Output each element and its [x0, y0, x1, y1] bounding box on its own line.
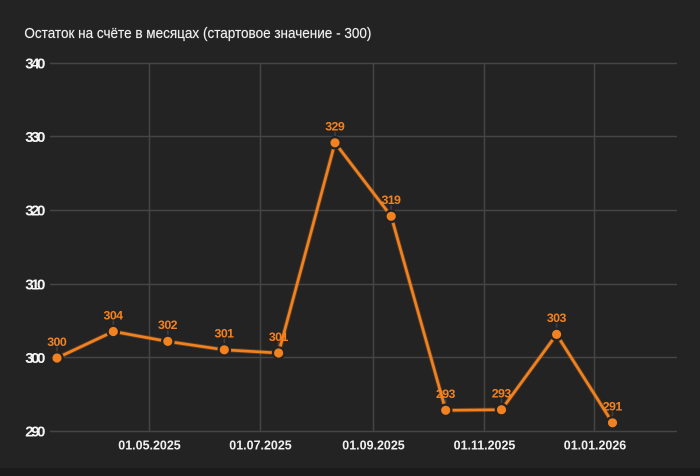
svg-text:319: 319	[381, 193, 401, 207]
svg-text:304: 304	[104, 308, 124, 322]
svg-text:301: 301	[269, 330, 289, 344]
svg-text:01.11.2025: 01.11.2025	[454, 439, 516, 453]
svg-text:01.07.2025: 01.07.2025	[229, 439, 291, 453]
svg-text:Остаток на счёте в месяцах (ст: Остаток на счёте в месяцах (стартовое зн…	[24, 25, 371, 42]
svg-text:01.09.2025: 01.09.2025	[342, 439, 404, 453]
svg-text:330: 330	[25, 129, 45, 146]
svg-text:293: 293	[436, 387, 456, 401]
svg-text:01.01.2026: 01.01.2026	[564, 439, 626, 453]
svg-text:301: 301	[215, 327, 235, 341]
svg-text:320: 320	[25, 203, 45, 220]
svg-text:340: 340	[25, 55, 45, 72]
svg-text:310: 310	[25, 276, 45, 293]
svg-text:300: 300	[25, 350, 45, 367]
svg-text:293: 293	[492, 387, 512, 401]
svg-text:329: 329	[325, 120, 345, 134]
svg-text:291: 291	[603, 400, 623, 414]
svg-text:303: 303	[547, 311, 567, 325]
svg-text:290: 290	[25, 424, 45, 441]
svg-text:302: 302	[158, 318, 178, 332]
svg-text:01.05.2025: 01.05.2025	[118, 439, 180, 453]
svg-text:300: 300	[47, 335, 67, 349]
